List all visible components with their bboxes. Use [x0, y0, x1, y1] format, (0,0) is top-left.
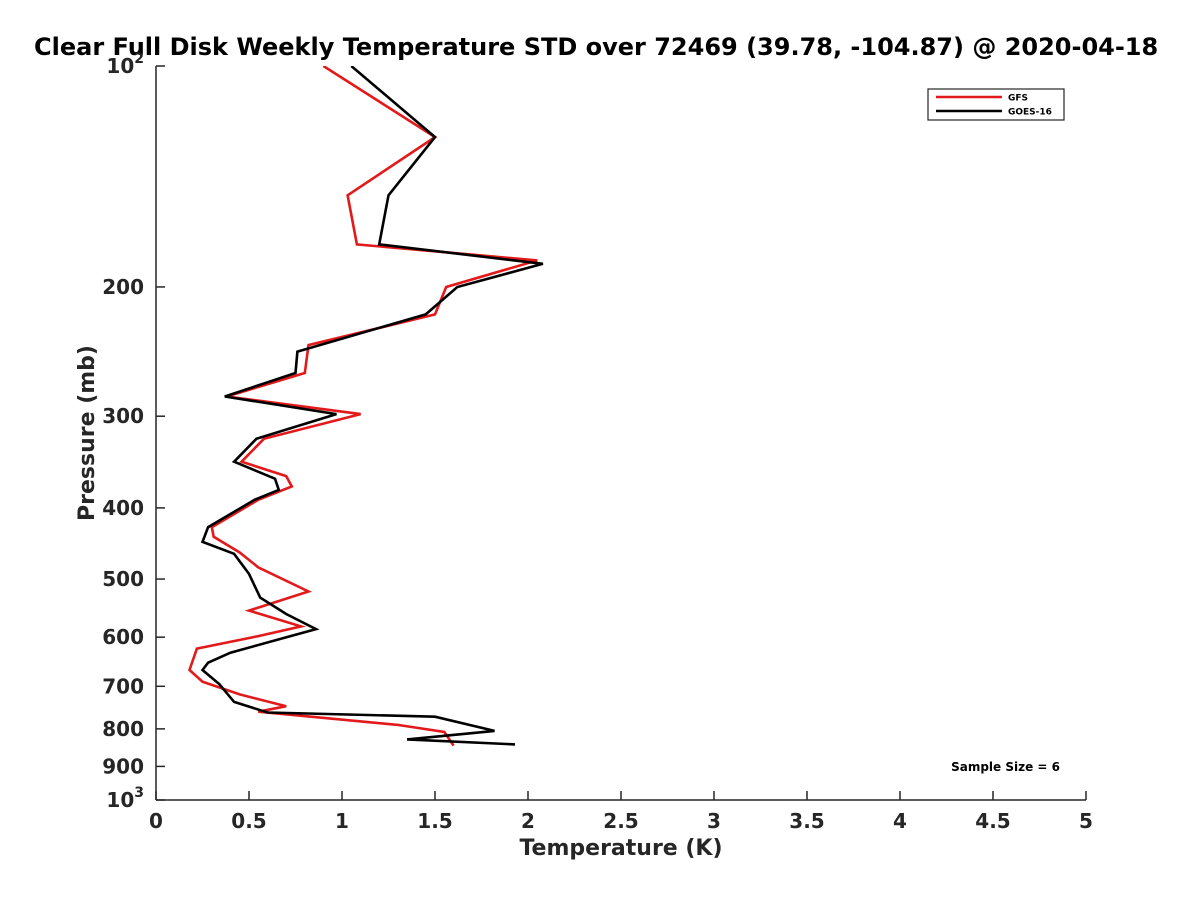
x-axis-label: Temperature (K) [519, 836, 722, 861]
y-tick-label: 102 [106, 51, 144, 78]
y-tick-label: 700 [102, 674, 144, 698]
legend-label: GOES-16 [1008, 108, 1052, 118]
y-tick-exponent: 3 [134, 785, 144, 801]
y-axis-label: Pressure (mb) [75, 345, 100, 521]
y-tick-label: 200 [102, 275, 144, 299]
y-tick-base: 10 [106, 54, 134, 78]
x-tick-label: 4.5 [975, 809, 1010, 833]
x-tick-label: 2 [521, 809, 535, 833]
legend-box [927, 88, 1065, 121]
x-tick-label: 2.5 [603, 809, 638, 833]
x-tick-label: 3 [707, 809, 721, 833]
y-tick-label: 500 [102, 567, 144, 591]
y-tick-label: 400 [102, 496, 144, 520]
series-line-goes-16 [200, 66, 544, 746]
legend-label: GFS [1008, 94, 1028, 104]
x-tick-label: 4 [893, 809, 907, 833]
sample-size-annotation: Sample Size = 6 [951, 760, 1060, 774]
x-tick-label: 3.5 [789, 809, 824, 833]
x-tick-label: 0.5 [231, 809, 266, 833]
x-tick-label: 5 [1079, 809, 1093, 833]
y-tick-label: 103 [106, 785, 144, 812]
x-tick-label: 0 [149, 809, 163, 833]
y-tick-label: 800 [102, 717, 144, 741]
y-tick-label: 600 [102, 625, 144, 649]
y-tick-label: 300 [102, 404, 144, 428]
chart-title: Clear Full Disk Weekly Temperature STD o… [34, 33, 1158, 61]
legend: GFS GOES-16 [927, 88, 1065, 121]
y-tick-base: 10 [106, 788, 134, 812]
x-tick-label: 1 [335, 809, 349, 833]
plot-axes [155, 66, 1086, 801]
x-ticks: 0 0.5 1 1.5 2 2.5 3 3.5 4 4.5 5 [149, 791, 1093, 833]
series-layer [187, 66, 544, 747]
y-tick-label: 900 [102, 754, 144, 778]
series-line-gfs [187, 66, 538, 747]
y-tick-exponent: 2 [134, 51, 144, 67]
x-tick-label: 1.5 [417, 809, 452, 833]
